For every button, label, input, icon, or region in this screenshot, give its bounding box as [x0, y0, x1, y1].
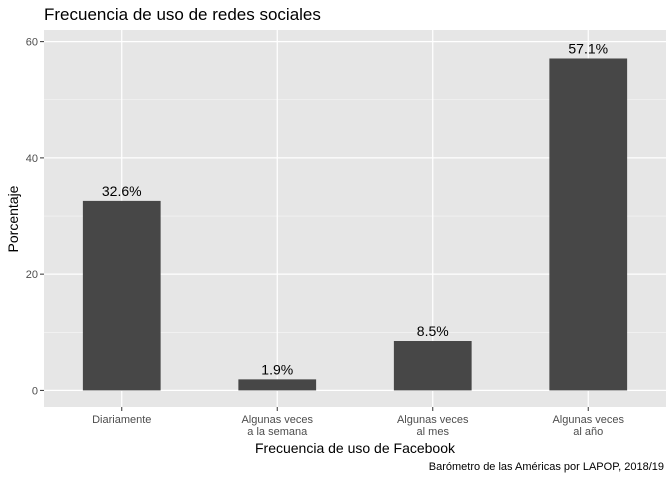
- bar: [549, 58, 628, 391]
- bar: [393, 340, 472, 391]
- chart-title: Frecuencia de uso de redes sociales: [44, 5, 321, 24]
- x-tick-label-line: al mes: [417, 426, 450, 438]
- y-tick-label: 60: [26, 37, 38, 49]
- data-labels: 32.6% 1.9% 8.5% 57.1%: [102, 40, 608, 377]
- x-tick-label-line: Algunas veces: [241, 414, 313, 426]
- data-label: 1.9%: [261, 361, 293, 377]
- x-tick-label: Algunas veces a la semana: [241, 414, 313, 438]
- y-axis-title: Porcentaje: [5, 185, 21, 252]
- data-label: 57.1%: [568, 40, 608, 56]
- x-tick-label: Algunas veces al mes: [397, 414, 469, 438]
- y-axis: 0 20 40 60: [26, 37, 44, 397]
- y-tick-label: 0: [32, 385, 38, 397]
- bars: [82, 58, 628, 391]
- x-tick-label: Diariamente: [92, 414, 151, 426]
- data-label: 8.5%: [417, 323, 449, 339]
- y-tick-label: 20: [26, 269, 38, 281]
- x-tick-label-line: a la semana: [247, 426, 308, 438]
- x-tick-label-line: Algunas veces: [397, 414, 469, 426]
- data-label: 32.6%: [102, 183, 142, 199]
- x-axis: Diariamente Algunas veces a la semanaAlgun…: [92, 407, 625, 438]
- y-tick-label: 40: [26, 153, 38, 165]
- x-tick-label: Algunas veces al año: [552, 414, 624, 438]
- chart-caption: Barómetro de las Américas por LAPOP, 201…: [429, 461, 664, 473]
- x-tick-label-line: al año: [573, 426, 603, 438]
- x-tick-label-line: Algunas veces: [552, 414, 624, 426]
- x-axis-title: Frecuencia de uso de Facebook: [255, 440, 456, 456]
- bar: [238, 379, 317, 391]
- bar: [82, 200, 161, 391]
- x-tick-label-line: Diariamente: [92, 414, 151, 426]
